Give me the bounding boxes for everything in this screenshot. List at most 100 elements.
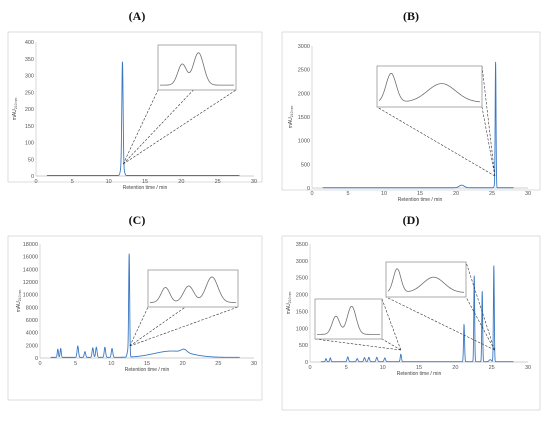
zoom-leader-line — [314, 338, 401, 351]
y-tick-label: 400 — [25, 40, 34, 46]
y-tick-label: 14000 — [23, 267, 38, 273]
zoom-inset-trace — [378, 72, 481, 103]
y-tick-label: 50 — [28, 157, 34, 163]
y-axis-title-subscript: 210 nm — [290, 106, 294, 118]
y-tick-label: 2500 — [296, 276, 308, 282]
x-tick-label: 25 — [215, 179, 221, 185]
x-tick-label: 0 — [310, 191, 313, 197]
zoom-leader-line — [376, 106, 496, 177]
y-tick-label: 0 — [307, 186, 310, 192]
y-tick-label: 100 — [25, 141, 34, 147]
y-tick-label: 0 — [305, 360, 308, 366]
x-tick-label: 30 — [251, 361, 257, 367]
zoom-leader-line — [381, 338, 401, 351]
chart-frame — [281, 31, 541, 191]
zoom-leader-line — [465, 296, 495, 351]
y-tick-label: 500 — [299, 343, 308, 349]
y-tick-label: 250 — [25, 90, 34, 96]
y-tick-label: 8000 — [26, 305, 38, 311]
zoom-leader-line — [122, 89, 159, 165]
zoom-inset-trace — [317, 305, 380, 335]
x-tick-label: 0 — [38, 361, 41, 367]
zoom-leader-line — [481, 106, 496, 177]
y-axis-title-subscript: 210 nm — [288, 292, 292, 304]
chromatogram-trace — [322, 61, 514, 189]
y-tick-label: 16000 — [23, 255, 38, 261]
y-tick-label: 4000 — [26, 331, 38, 337]
zoom-inset-trace — [149, 276, 236, 303]
x-tick-label: 5 — [345, 365, 348, 371]
x-axis-title: Retention time / min — [398, 197, 443, 203]
panel-b-chart: 0 500 1000 1500 2000 2500 3000 0 5 10 15 20 25 30 Rete… — [281, 31, 541, 203]
y-axis-title: mAU210 nm — [12, 98, 18, 121]
chromatogram-trace — [50, 253, 240, 358]
zoom-inset-box — [314, 298, 383, 340]
x-axis-title: Retention time / min — [125, 367, 170, 373]
y-tick-label: 1500 — [298, 115, 310, 121]
x-tick-label: 20 — [453, 191, 459, 197]
zoom-inset-box — [385, 261, 467, 298]
zoom-leader-line — [129, 306, 149, 347]
x-tick-label: 30 — [525, 191, 531, 197]
x-axis-title: Retention time / min — [123, 185, 168, 191]
x-tick-label: 20 — [452, 365, 458, 371]
x-tick-label: 30 — [525, 365, 531, 371]
y-axis-title: mAU210 nm — [16, 290, 22, 313]
x-tick-label: 5 — [71, 179, 74, 185]
zoom-leader-line — [385, 296, 495, 351]
zoom-inset-trace — [160, 52, 234, 86]
x-tick-label: 10 — [381, 191, 387, 197]
y-tick-label: 2000 — [26, 343, 38, 349]
y-tick-label: 0 — [31, 174, 34, 180]
chart-frame — [7, 235, 263, 401]
y-tick-label: 200 — [25, 107, 34, 113]
x-tick-label: 25 — [489, 191, 495, 197]
y-tick-label: 2500 — [298, 68, 310, 74]
zoom-inset-box — [147, 269, 239, 308]
y-tick-label: 150 — [25, 124, 34, 130]
x-tick-label: 25 — [489, 365, 495, 371]
y-tick-label: 3500 — [296, 242, 308, 248]
y-tick-label: 3000 — [296, 259, 308, 265]
x-tick-label: 20 — [178, 179, 184, 185]
panel-c-label: (C) — [129, 213, 146, 227]
chromatogram-trace — [46, 61, 240, 176]
y-tick-label: 500 — [301, 162, 310, 168]
zoom-inset-trace — [387, 268, 465, 293]
zoom-inset-box — [157, 44, 237, 91]
zoom-inset-box — [376, 65, 483, 108]
panel-b-label: (B) — [403, 9, 419, 23]
y-axis-title-subscript: 210 nm — [14, 98, 18, 110]
y-tick-label: 18000 — [23, 242, 38, 248]
x-tick-label: 5 — [74, 361, 77, 367]
zoom-leader-line — [129, 306, 239, 347]
x-tick-label: 15 — [416, 365, 422, 371]
x-tick-label: 5 — [346, 191, 349, 197]
x-tick-label: 15 — [144, 361, 150, 367]
panel-a-chart: 0 50 100 150 200 250 300 350 400 0 5 10 15 20 25 30 Rete… — [7, 31, 263, 191]
x-tick-label: 25 — [215, 361, 221, 367]
x-tick-label: 0 — [308, 365, 311, 371]
y-tick-label: 6000 — [26, 318, 38, 324]
zoom-leader-line — [481, 65, 496, 177]
panel-d-chart: 0 500 1000 1500 2000 2500 3000 3500 0 5 10 15 20 25 30… — [281, 235, 541, 411]
panel-c-chart: 0 2000 4000 6000 8000 10000 12000 14000 16000 180… — [7, 235, 263, 401]
y-axis-title: mAU210 nm — [286, 292, 292, 315]
zoom-leader-line — [381, 298, 402, 351]
y-tick-label: 2000 — [296, 293, 308, 299]
y-tick-label: 0 — [35, 356, 38, 362]
x-tick-label: 10 — [380, 365, 386, 371]
x-tick-label: 10 — [106, 179, 112, 185]
zoom-leader-line — [123, 89, 237, 165]
x-tick-label: 30 — [251, 179, 257, 185]
y-tick-label: 1000 — [296, 326, 308, 332]
panel-a-label: (A) — [129, 9, 146, 23]
x-tick-label: 20 — [180, 361, 186, 367]
y-tick-label: 1500 — [296, 309, 308, 315]
y-axis-title-subscript: 210 nm — [18, 290, 22, 302]
x-axis-title: Retention time / min — [397, 371, 442, 377]
y-tick-label: 350 — [25, 57, 34, 63]
y-tick-label: 300 — [25, 74, 34, 80]
x-tick-label: 15 — [142, 179, 148, 185]
